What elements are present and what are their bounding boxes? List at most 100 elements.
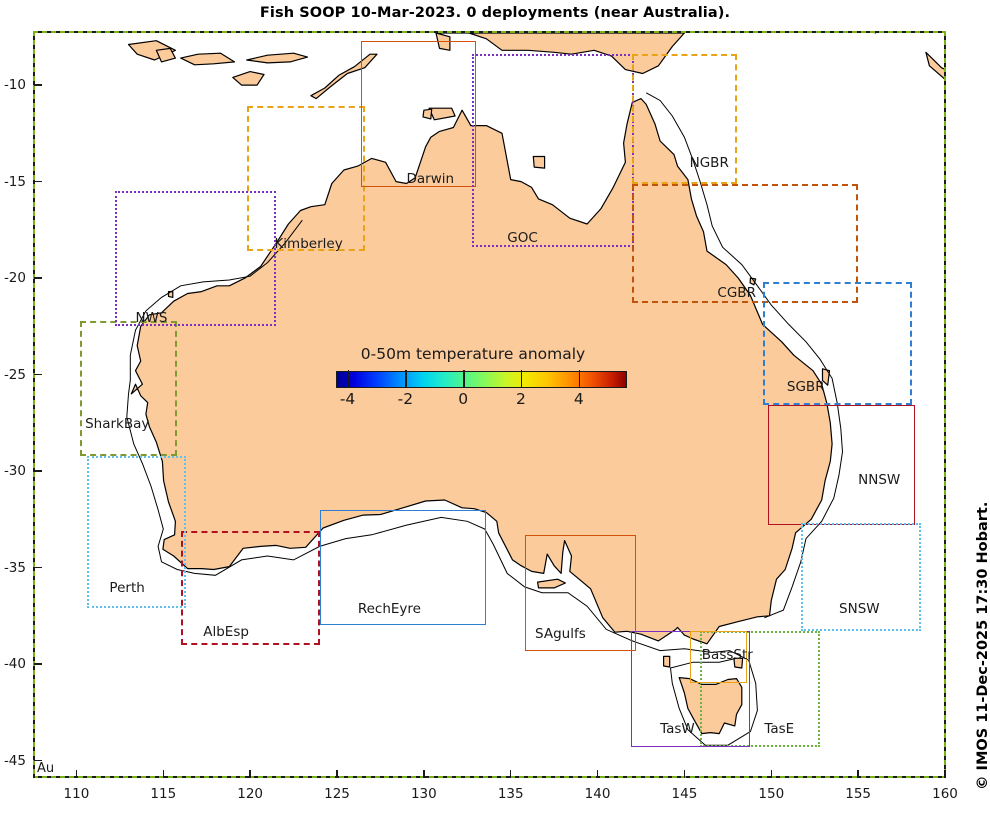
colorbar-tick-label: 4	[573, 390, 584, 408]
region-label-sharkbay: SharkBay	[85, 415, 150, 432]
region-label-cgbr: CGBR	[717, 284, 756, 301]
x-tick-label: 130	[410, 786, 437, 802]
x-tick	[75, 770, 78, 778]
imos-credit: © IMOS 11-Dec-2025 17:30 Hobart.	[975, 501, 990, 790]
x-tick	[162, 770, 165, 778]
x-tick-label: 115	[150, 786, 177, 802]
colorbar-tick-label: 0	[458, 390, 469, 408]
colorbar-tick	[463, 370, 465, 387]
region-box-tase[interactable]	[700, 631, 820, 748]
y-tick-label: -15	[3, 173, 26, 190]
landmass-polygon	[678, 677, 743, 735]
region-box-perth[interactable]	[86, 455, 186, 609]
y-tick	[34, 180, 42, 183]
region-label-nws: NWS	[135, 309, 168, 326]
page-title: Fish SOOP 10-Mar-2023. 0 deployments (ne…	[259, 5, 731, 21]
y-tick-label: -35	[3, 559, 26, 576]
x-tick-label: 125	[324, 786, 350, 802]
region-label-recheyre: RechEyre	[357, 601, 421, 618]
landmass-polygon	[438, 32, 685, 75]
colorbar-tick-label: -2	[397, 390, 414, 408]
region-label-nnsw: NNSW	[858, 471, 901, 488]
x-tick	[509, 770, 512, 778]
y-tick	[34, 759, 42, 762]
colorbar-gradient	[336, 371, 627, 388]
region-label-goc: GOC	[507, 230, 538, 247]
y-tick	[34, 373, 42, 376]
y-axis-labels: -10 -15 -20 -25 -30 -35 -40 -45	[0, 0, 26, 820]
x-tick-label: 110	[63, 786, 90, 802]
y-tick	[34, 84, 42, 86]
landmass-polygon	[232, 71, 265, 86]
landmass-polygon	[537, 578, 566, 589]
region-label-kimberley: Kimberley	[274, 236, 343, 253]
x-tick-label: 155	[845, 786, 872, 802]
region-label-sagulfs: SAgulfs	[535, 626, 586, 643]
region-box-nnsw[interactable]	[767, 405, 916, 526]
region-code-label: Au	[37, 761, 55, 776]
y-tick	[34, 663, 42, 665]
region-label-sgbr: SGBR	[786, 379, 825, 396]
landmass-polygon	[310, 53, 378, 100]
region-label-tasw: TasW	[660, 720, 695, 737]
x-tick	[336, 770, 338, 778]
plot-frame-left	[33, 31, 35, 778]
y-tick-label: -45	[3, 752, 26, 769]
colorbar-tick	[347, 370, 350, 387]
region-box-recheyre[interactable]	[319, 509, 487, 626]
colorbar-tick	[520, 370, 523, 387]
colorbar-title: 0-50m temperature anomaly	[360, 345, 586, 363]
colorbar-tick-label: 2	[516, 390, 526, 408]
x-tick-label: 160	[932, 786, 958, 802]
x-tick	[857, 770, 859, 778]
region-box-sgbr[interactable]	[762, 281, 912, 406]
landmass-polygon	[749, 277, 757, 286]
colorbar-tick	[578, 370, 581, 387]
region-box-darwin[interactable]	[361, 40, 476, 188]
plot-frame-top	[33, 31, 946, 33]
landmass-polygon	[733, 657, 744, 669]
plot-frame-right	[944, 31, 946, 778]
x-tick-label: 145	[671, 786, 698, 802]
region-box-sharkbay[interactable]	[79, 320, 178, 456]
y-tick-label: -10	[3, 77, 26, 94]
y-tick	[34, 277, 42, 279]
x-tick	[770, 770, 773, 778]
colorbar-tick-label: -4	[339, 390, 356, 408]
region-box-goc[interactable]	[472, 54, 635, 248]
shelf-contour	[128, 219, 303, 394]
landmass-polygon	[422, 108, 433, 120]
landmass-polygon	[532, 155, 546, 169]
region-box-cgbr[interactable]	[632, 183, 859, 304]
x-tick	[683, 770, 686, 778]
x-tick	[249, 770, 251, 778]
region-box-sagulfs[interactable]	[524, 534, 636, 651]
region-label-ngbr: NGBR	[689, 155, 729, 172]
colorbar: 0-50m temperature anomaly -4 -2 0 2 4	[303, 345, 643, 417]
region-box-kimberley[interactable]	[246, 106, 365, 252]
region-box-snsw[interactable]	[800, 523, 921, 632]
region-label-tase: TasE	[764, 720, 795, 737]
region-label-darwin: Darwin	[406, 170, 455, 187]
landmass-polygon	[428, 107, 456, 121]
x-tick	[423, 770, 425, 778]
x-tick-label: 150	[758, 786, 785, 802]
region-box-ngbr[interactable]	[632, 54, 737, 184]
y-tick	[34, 470, 42, 472]
x-tick	[596, 770, 599, 778]
x-tick-label: 135	[497, 786, 524, 802]
x-tick	[944, 770, 946, 778]
region-box-nws[interactable]	[114, 191, 277, 327]
region-box-bassstr[interactable]	[689, 631, 747, 684]
landmass-polygon	[246, 52, 309, 64]
region-label-perth: Perth	[109, 579, 145, 596]
x-tick-label: 120	[237, 786, 264, 802]
y-tick	[34, 566, 42, 569]
landmass-polygon	[180, 52, 236, 66]
region-label-snsw: SNSW	[839, 601, 880, 618]
plot-frame-bottom	[33, 776, 946, 778]
region-box-albesp[interactable]	[180, 530, 320, 645]
colorbar-tick	[405, 370, 407, 387]
region-label-albesp: AlbEsp	[203, 624, 249, 641]
shelf-contour	[645, 92, 844, 619]
